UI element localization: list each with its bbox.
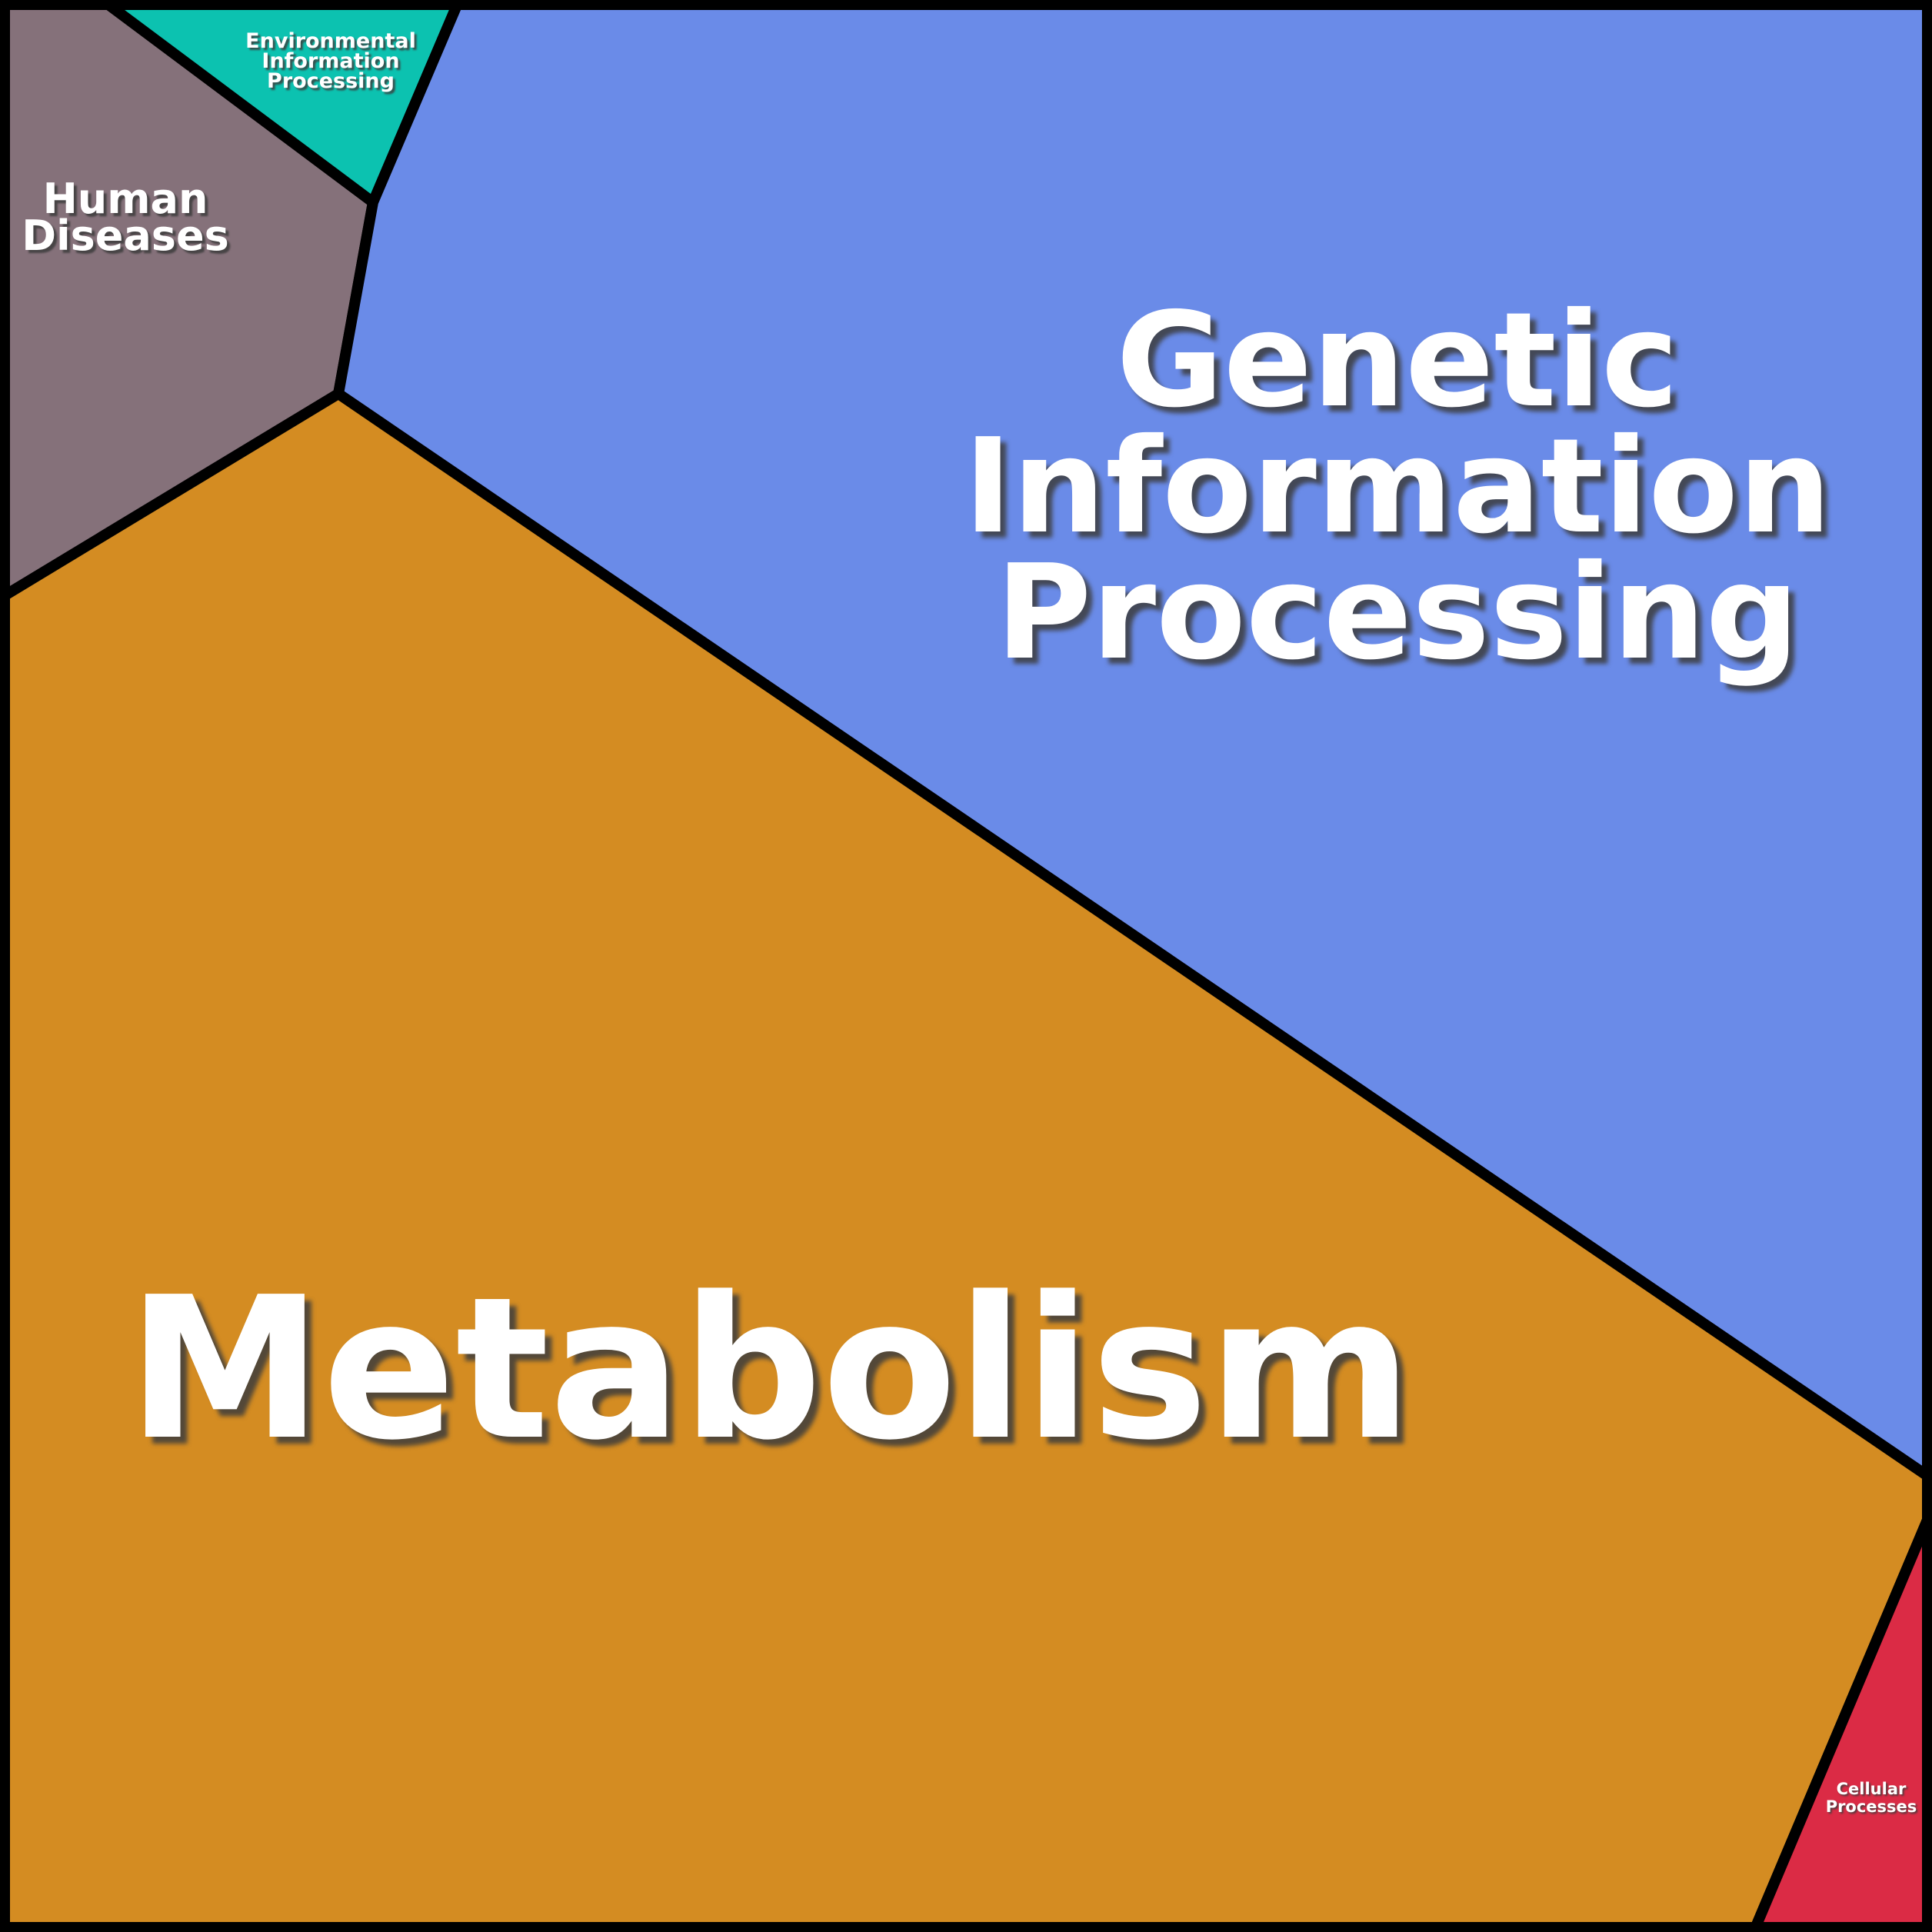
region-cellular-processes[interactable] bbox=[1747, 1507, 1932, 1932]
region-metabolism[interactable] bbox=[0, 387, 1932, 1932]
